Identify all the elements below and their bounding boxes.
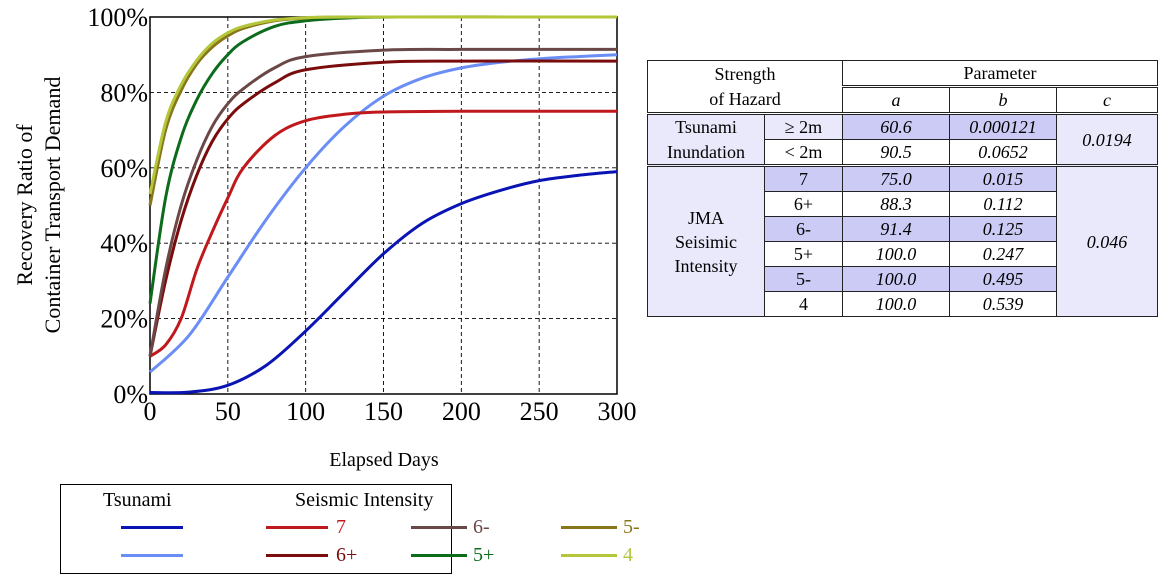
y-tick-label: 80% [100, 78, 148, 107]
tick-labels: 0 50 100 150 200 250 300 0% 20% 40% 60% 80% 100% [87, 3, 636, 426]
jma-b: 0.247 [949, 241, 1057, 267]
series-line-tsunami-2 [148, 53, 618, 374]
y-tick-label: 100% [87, 3, 148, 32]
tsunami-label-2: Inundation [647, 139, 765, 166]
legend-swatch [561, 526, 617, 529]
y-tick-label: 60% [100, 154, 148, 183]
x-tick-label: 300 [598, 397, 637, 426]
series-layer [148, 15, 618, 395]
legend-label: 6- [473, 516, 490, 538]
tsunami-a: 60.6 [842, 112, 950, 140]
x-tick-label: 50 [215, 397, 241, 426]
legend-label: 4 [623, 544, 633, 566]
series-line-seismic-6minus [148, 47, 618, 357]
jma-level: 7 [764, 164, 843, 192]
jma-b: 0.015 [949, 164, 1057, 192]
y-axis-label-line1: Recovery Ratio of [12, 124, 37, 286]
x-axis-label: Elapsed Days [329, 449, 439, 471]
x-tick-label: 250 [520, 397, 559, 426]
tsunami-label-1: Tsunami [647, 112, 765, 140]
series-line-seismic-6plus [148, 59, 618, 357]
y-tick-label: 40% [100, 229, 148, 258]
parameter-table: Strength Parameter of Hazard a b c Tsuna… [647, 60, 1158, 317]
series-line-seismic-7 [149, 109, 618, 358]
x-tick-label: 150 [364, 397, 403, 426]
y-tick-label: 0% [113, 380, 148, 409]
y-axis-label-line2: Container Transport Demand [40, 77, 65, 334]
jma-a: 75.0 [842, 164, 950, 192]
jma-label: JMA Seisimic Intensity [647, 164, 765, 317]
tsunami-c: 0.0194 [1056, 112, 1158, 166]
legend-tsunami-header: Tsunami [103, 489, 172, 511]
legend-swatch [561, 554, 617, 557]
jma-label-line1: JMA [687, 207, 724, 228]
col-a-header: a [842, 85, 950, 114]
jma-a: 100.0 [842, 291, 950, 317]
jma-b: 0.495 [949, 266, 1057, 292]
col-c-header: c [1056, 85, 1158, 114]
parameter-header: Parameter [842, 60, 1158, 87]
jma-label-line2: Seisimic [675, 231, 737, 252]
jma-b: 0.112 [949, 191, 1057, 217]
y-tick-label: 20% [100, 305, 148, 334]
x-tick-label: 100 [286, 397, 325, 426]
tsunami-level: ≥ 2m [764, 112, 843, 140]
recovery-chart: 0 50 100 150 200 250 300 0% 20% 40% 60% 80% 100% Rec… [12, 3, 637, 471]
jma-a: 100.0 [842, 241, 950, 267]
jma-level: 4 [764, 291, 843, 317]
legend-label: 6+ [336, 544, 358, 566]
jma-a: 100.0 [842, 266, 950, 292]
legend-label: 7 [336, 516, 346, 538]
legend-label: 5+ [473, 544, 495, 566]
series-line-tsunami-1 [149, 170, 618, 395]
tsunami-level: < 2m [764, 139, 843, 166]
jma-level: 5+ [764, 241, 843, 267]
legend-seismic-header: Seismic Intensity [295, 489, 434, 511]
series-line-seismic-4 [148, 15, 618, 195]
strength-header-2: of Hazard [647, 86, 843, 114]
col-b-header: b [949, 85, 1057, 114]
legend-swatch [411, 554, 467, 557]
tsunami-b: 0.000121 [949, 112, 1057, 140]
grid-lines [150, 17, 617, 394]
legend-swatch [121, 526, 183, 529]
jma-level: 5- [764, 266, 843, 292]
jma-a: 91.4 [842, 216, 950, 242]
jma-c: 0.046 [1056, 164, 1158, 317]
legend-box: Tsunami Seismic Intensity 7 6- 5- 6+ 5+ 4 [60, 484, 640, 574]
strength-header: Strength [647, 60, 843, 87]
jma-a: 88.3 [842, 191, 950, 217]
jma-b: 0.125 [949, 216, 1057, 242]
legend-swatch [266, 526, 328, 529]
jma-level: 6+ [764, 191, 843, 217]
jma-level: 6- [764, 216, 843, 242]
tsunami-b: 0.0652 [949, 139, 1057, 166]
jma-b: 0.539 [949, 291, 1057, 317]
legend-swatch [121, 554, 183, 557]
tsunami-a: 90.5 [842, 139, 950, 166]
legend-swatch [411, 526, 467, 529]
x-tick-label: 200 [442, 397, 481, 426]
x-tick-label: 0 [144, 397, 157, 426]
legend-label: 5- [623, 516, 640, 538]
legend-swatch [266, 554, 328, 557]
jma-label-line3: Intensity [674, 255, 738, 276]
